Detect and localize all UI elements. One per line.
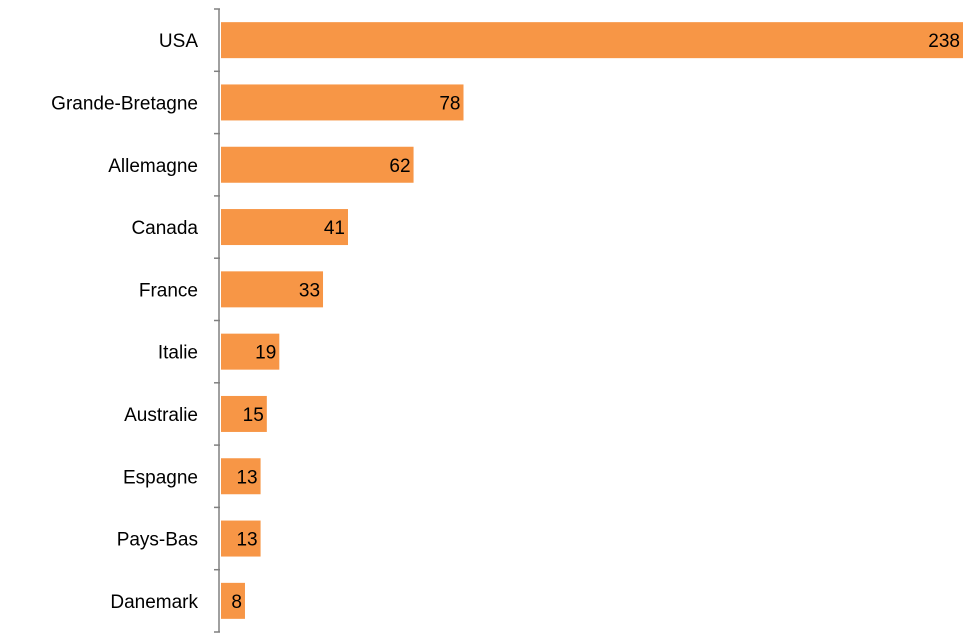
- category-axis-ticks: [214, 8, 220, 633]
- bar: [221, 458, 261, 495]
- data-label: 15: [243, 405, 264, 426]
- category-label: Espagne: [123, 467, 198, 488]
- data-label: 78: [439, 93, 460, 114]
- category-label: Australie: [124, 405, 198, 426]
- bar: [221, 146, 414, 183]
- data-label: 41: [324, 218, 345, 239]
- data-label: 13: [236, 530, 257, 551]
- category-label: Pays-Bas: [117, 530, 198, 551]
- category-label: Canada: [131, 218, 198, 239]
- bar: [221, 84, 464, 121]
- data-label: 33: [299, 280, 320, 301]
- bar-series: [221, 22, 963, 619]
- category-label: Allemagne: [108, 156, 198, 177]
- category-label: Grande-Bretagne: [51, 93, 198, 114]
- category-label: Danemark: [110, 592, 198, 613]
- bar: [221, 209, 348, 246]
- bar: [221, 395, 267, 432]
- bar: [221, 271, 324, 308]
- bar: [221, 22, 963, 59]
- bar: [221, 520, 261, 557]
- category-label: France: [139, 280, 198, 301]
- category-label: USA: [159, 31, 198, 52]
- data-label: 238: [928, 31, 960, 52]
- bar: [221, 333, 280, 370]
- bar: [221, 582, 245, 619]
- data-labels: 238 78 62 41 33 19 15 13 13 8: [231, 31, 960, 613]
- category-label: Italie: [158, 343, 198, 364]
- category-labels: USA Grande-Bretagne Allemagne Canada France I…: [51, 31, 198, 613]
- data-label: 8: [231, 592, 242, 613]
- data-label: 19: [255, 343, 276, 364]
- data-label: 13: [236, 467, 257, 488]
- data-label: 62: [389, 156, 410, 177]
